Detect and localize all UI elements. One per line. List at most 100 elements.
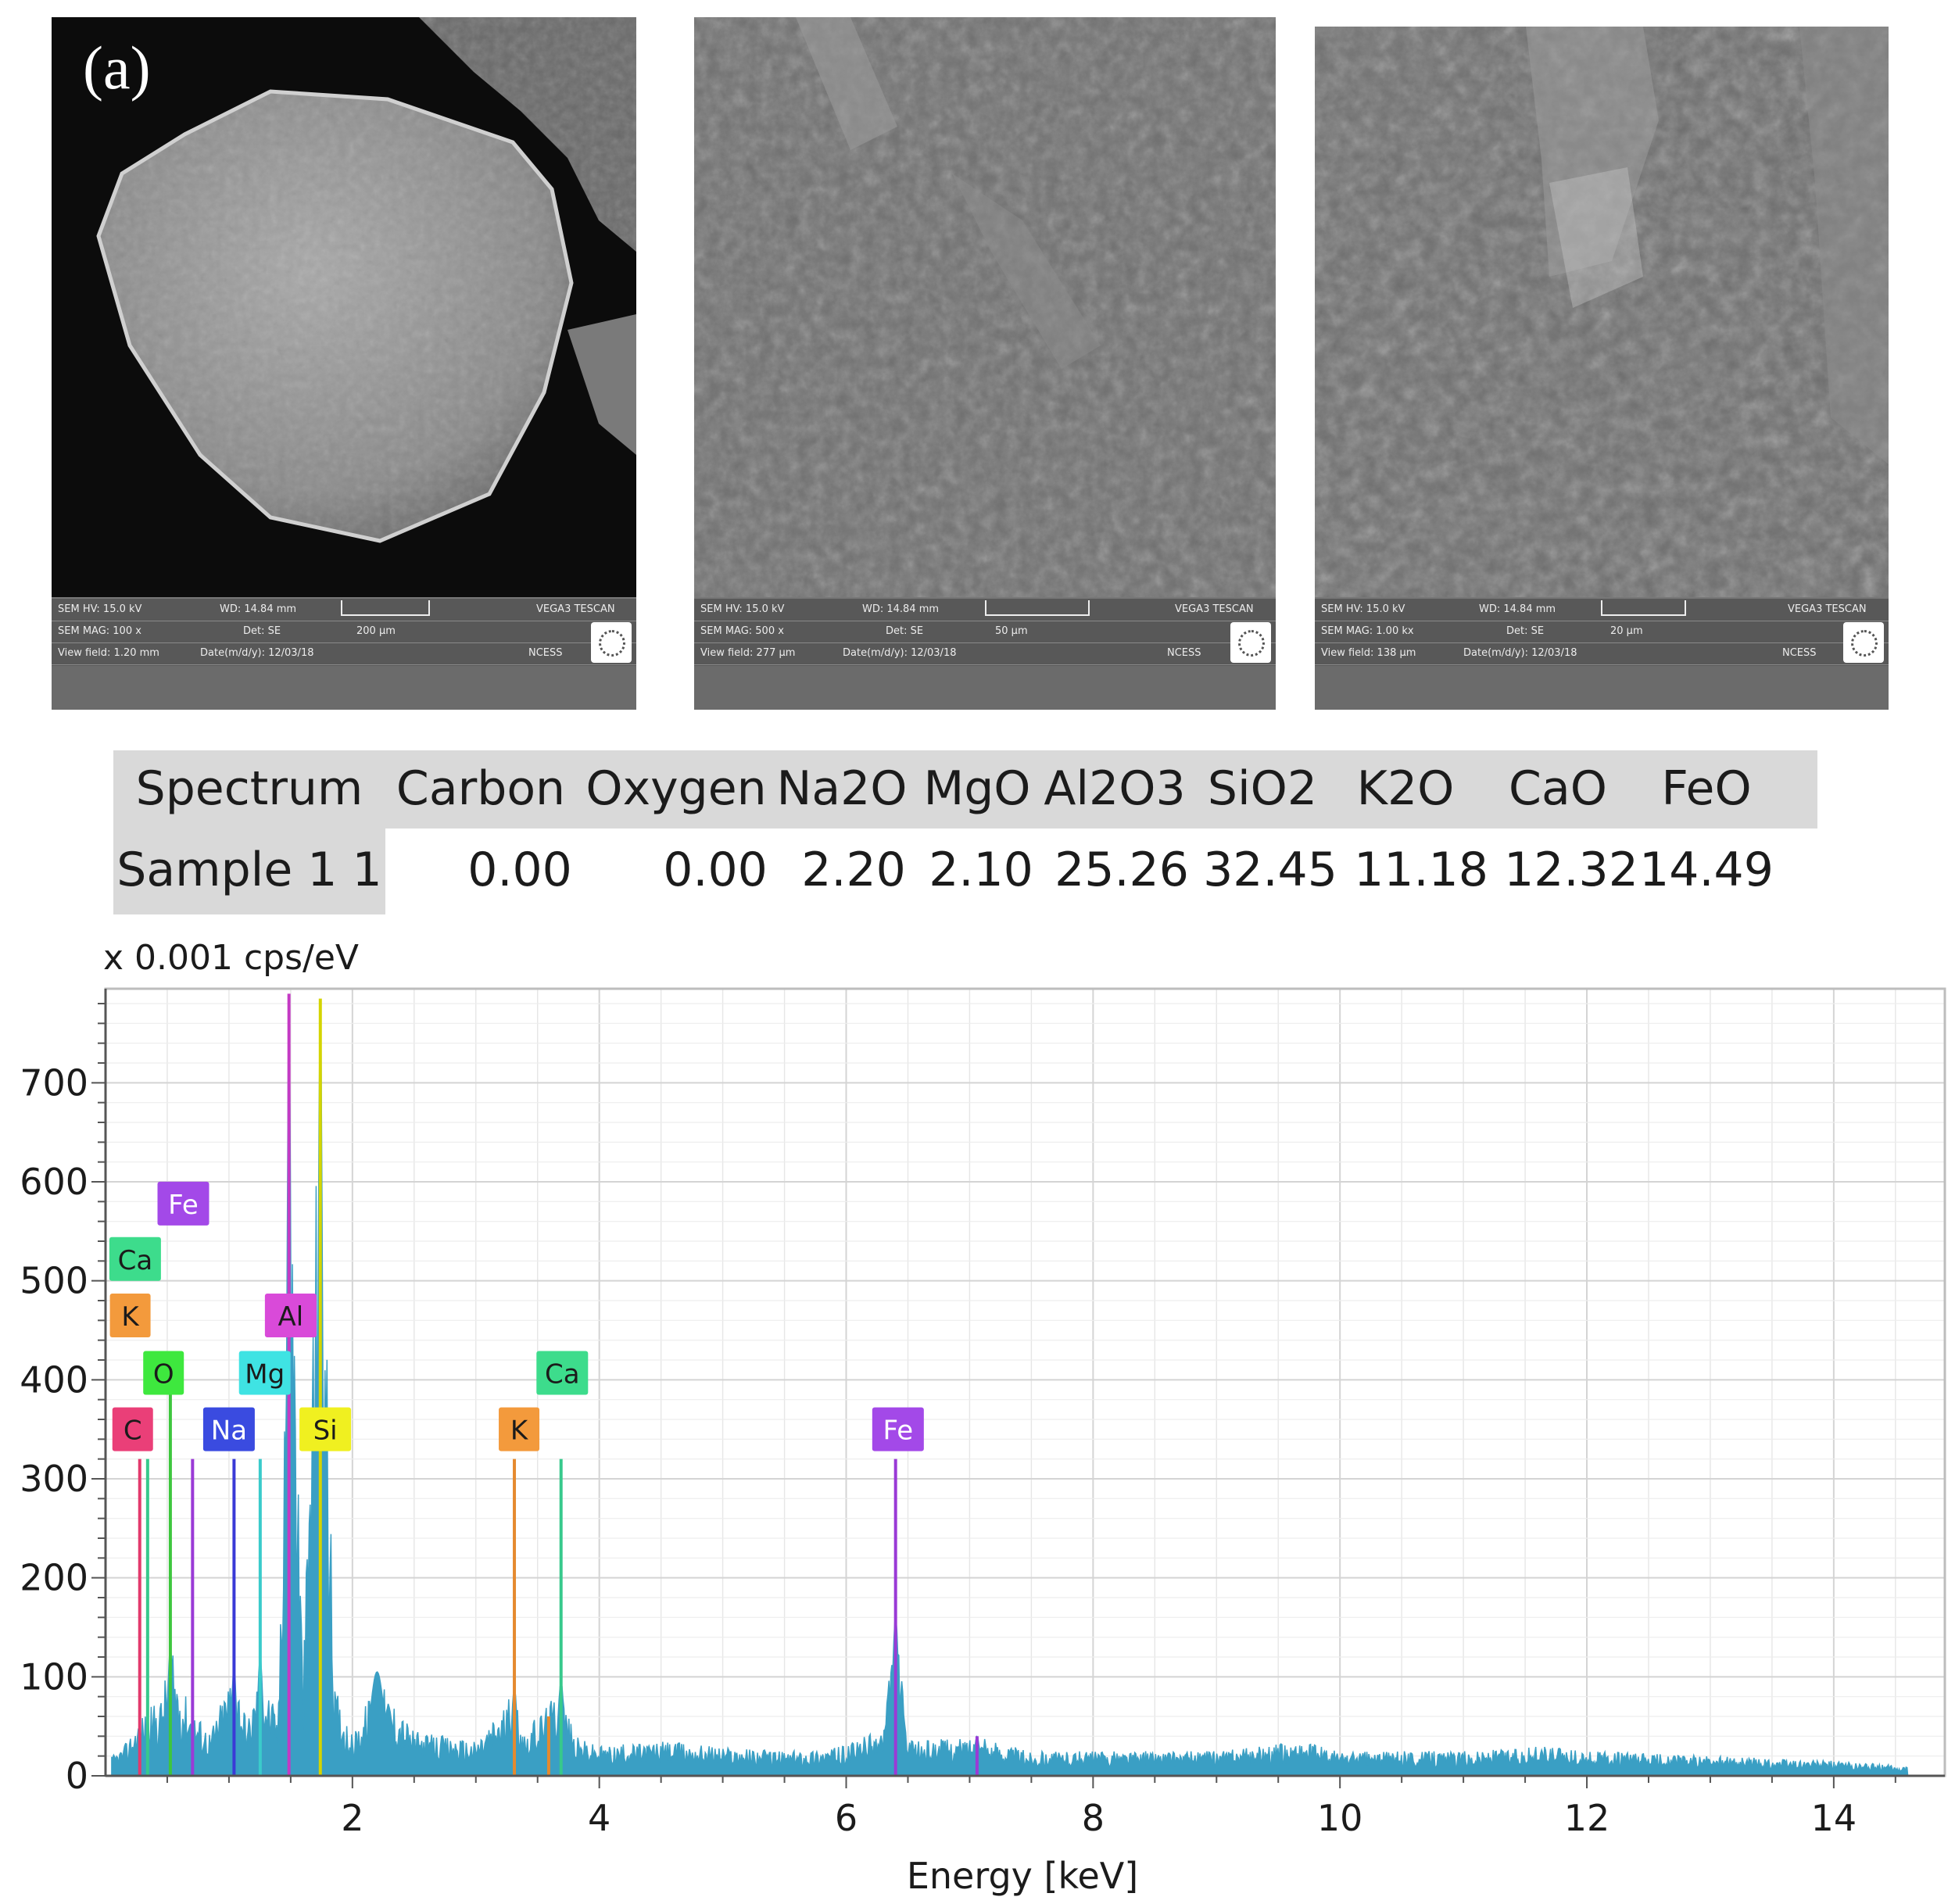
- y-tick-label: 300: [20, 1458, 88, 1500]
- x-axis-title: Energy [keV]: [907, 1855, 1138, 1897]
- chart-axes: 0 100 200 300 400 500 600 700 2 4 6 8 10 12 14: [20, 987, 1946, 1839]
- element-label-box: [872, 1407, 924, 1451]
- element-label-box: [536, 1351, 589, 1395]
- sem-info-bar: SEM HV: 15.0 kV WD: 14.84 mm VEGA3 TESCAN …: [694, 597, 1276, 710]
- sem-org: NCESS: [1167, 647, 1201, 659]
- x-tick-label: 14: [1811, 1797, 1857, 1839]
- sem-org: NCESS: [1782, 647, 1817, 659]
- x-tick-label: 12: [1564, 1797, 1610, 1839]
- sem-panel-2: SEM HV: 15.0 kV WD: 14.84 mm VEGA3 TESCAN …: [694, 17, 1276, 710]
- header-na2o: Na2O: [776, 761, 908, 816]
- element-label-mg: Mg: [245, 1358, 285, 1390]
- element-label-box: [499, 1407, 540, 1451]
- sem-scale: 20 µm: [1610, 625, 1643, 637]
- element-label-box: [202, 1407, 255, 1451]
- sem-mag: SEM MAG: 500 x: [700, 625, 784, 637]
- sem-image-particle: [52, 17, 636, 597]
- sem-view-field: View field: 138 µm: [1321, 647, 1416, 659]
- header-mgo: MgO: [923, 761, 1031, 816]
- sem-brand: VEGA3 TESCAN: [1788, 603, 1867, 615]
- composition-table: Spectrum Carbon Oxygen Na2O MgO Al2O3 Si…: [113, 750, 1817, 914]
- sem-brand: VEGA3 TESCAN: [1175, 603, 1254, 615]
- y-tick-label: 200: [20, 1557, 88, 1599]
- element-label-c: C: [124, 1415, 142, 1447]
- sem-view-field: View field: 277 µm: [700, 647, 796, 659]
- element-label-k: K: [121, 1301, 140, 1333]
- spectrum-area: [111, 1003, 1909, 1777]
- element-label-al: Al: [278, 1301, 304, 1333]
- header-al2o3: Al2O3: [1044, 761, 1186, 816]
- cell-al2o3: 25.26: [1054, 843, 1189, 897]
- element-label-k: K: [510, 1415, 529, 1447]
- sem-org: NCESS: [528, 647, 563, 659]
- header-sio2: SiO2: [1207, 761, 1318, 816]
- sem-det: Det: SE: [886, 625, 924, 637]
- x-tick-label: 8: [1082, 1797, 1105, 1839]
- sem-panel-1: (a) SEM HV: 15.0 kV WD: 14.84 mm VEGA3 TES…: [52, 17, 636, 710]
- y-tick-label: 700: [20, 1061, 88, 1104]
- x-tick-label: 6: [835, 1797, 858, 1839]
- element-label-o: O: [153, 1358, 174, 1390]
- header-k2o: K2O: [1356, 761, 1455, 816]
- x-tick-label: 2: [341, 1797, 363, 1839]
- x-tick-label: 10: [1317, 1797, 1363, 1839]
- element-label-box: [143, 1351, 184, 1395]
- sem-hv: SEM HV: 15.0 kV: [58, 603, 142, 615]
- sem-date: Date(m/d/y): 12/03/18: [843, 647, 957, 659]
- tescan-logo-icon: [1230, 622, 1271, 663]
- sem-wd: WD: 14.84 mm: [1479, 603, 1556, 615]
- header-cao: CaO: [1509, 761, 1607, 816]
- sem-wd: WD: 14.84 mm: [220, 603, 297, 615]
- tescan-logo-icon: [591, 622, 632, 663]
- sem-scale: 200 µm: [356, 625, 396, 637]
- scale-bar: [985, 600, 1090, 616]
- y-tick-label: 600: [20, 1161, 88, 1203]
- element-label-ca: Ca: [545, 1358, 580, 1390]
- sem-image-surface-500x: [694, 17, 1276, 597]
- cell-cao: 12.32: [1504, 843, 1638, 897]
- cell-k2o: 11.18: [1354, 843, 1488, 897]
- sem-image-surface-1kx: [1315, 27, 1889, 597]
- element-label-na: Na: [211, 1415, 247, 1447]
- cell-sio2: 32.45: [1203, 843, 1337, 897]
- element-label-box: [112, 1407, 153, 1451]
- element-label-box: [109, 1294, 151, 1337]
- x-tick-label: 4: [588, 1797, 610, 1839]
- element-label-box: [299, 1407, 352, 1451]
- sem-wd: WD: 14.84 mm: [862, 603, 940, 615]
- sem-info-bar: SEM HV: 15.0 kV WD: 14.84 mm VEGA3 TESCAN …: [52, 597, 636, 710]
- sem-mag: SEM MAG: 1.00 kx: [1321, 625, 1414, 637]
- element-label-fe: Fe: [883, 1415, 914, 1447]
- sem-view-field: View field: 1.20 mm: [58, 647, 159, 659]
- sem-mag: SEM MAG: 100 x: [58, 625, 141, 637]
- sem-det: Det: SE: [243, 625, 281, 637]
- scale-bar: [341, 600, 430, 616]
- y-axis-title: x 0.001 cps/eV: [103, 938, 359, 978]
- plot-frame: [104, 987, 1946, 1777]
- header-carbon: Carbon: [396, 761, 566, 816]
- tescan-logo-icon: [1843, 622, 1884, 663]
- y-tick-label: 0: [66, 1755, 88, 1797]
- sem-brand: VEGA3 TESCAN: [536, 603, 615, 615]
- element-label-box: [157, 1181, 209, 1226]
- sem-hv: SEM HV: 15.0 kV: [700, 603, 785, 615]
- sem-panel-3: SEM HV: 15.0 kV WD: 14.84 mm VEGA3 TESCAN …: [1315, 27, 1889, 710]
- cell-oxygen: 0.00: [663, 843, 768, 897]
- y-tick-label: 400: [20, 1358, 88, 1401]
- spectrum-trace: [111, 1003, 1909, 1777]
- cell-carbon: 0.00: [467, 843, 572, 897]
- element-label-box: [264, 1294, 317, 1337]
- cell-feo: 14.49: [1639, 843, 1774, 897]
- sem-det: Det: SE: [1506, 625, 1545, 637]
- element-label-box: [238, 1351, 291, 1395]
- sem-hv: SEM HV: 15.0 kV: [1321, 603, 1405, 615]
- element-label-fe: Fe: [168, 1190, 199, 1221]
- cell-na2o: 2.20: [801, 843, 906, 897]
- header-oxygen: Oxygen: [585, 761, 767, 816]
- scale-bar: [1601, 600, 1686, 616]
- sem-date: Date(m/d/y): 12/03/18: [200, 647, 314, 659]
- header-spectrum: Spectrum: [135, 761, 363, 816]
- cell-sample-name: Sample 1 1: [116, 843, 382, 897]
- y-tick-label: 100: [20, 1655, 88, 1698]
- element-label-box: [109, 1237, 161, 1281]
